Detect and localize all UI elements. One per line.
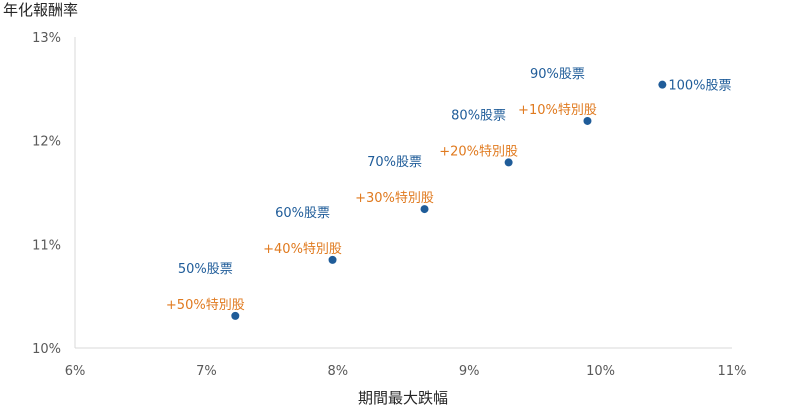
x-axis-title: 期間最大跌幅 [358,389,448,407]
y-tick-label: 12% [32,135,61,150]
data-points: 50%股票 +50%特別股 60%股票 +40%特別股 70%股票 +30%特別股 80%股… [166,67,732,320]
data-point [328,255,337,264]
stock-allocation-label: 50%股票 [178,262,233,277]
y-tick-label: 10% [32,342,61,357]
y-axis-title: 年化報酬率 [3,1,78,19]
stock-allocation-label: 80%股票 [451,108,506,123]
x-tick-labels: 6% 7% 8% 9% 10% 11% [65,364,747,379]
x-tick-label: 9% [459,364,480,379]
data-point [504,158,513,167]
x-tick-label: 8% [327,364,348,379]
stock-allocation-label: 70%股票 [367,155,422,170]
x-tick-label: 6% [65,364,86,379]
preferred-stock-label: +20%特別股 [439,144,518,159]
x-tick-label: 10% [586,364,615,379]
y-tick-labels: 10% 11% 12% 13% [32,31,61,357]
data-point [583,116,592,125]
x-tick-label: 11% [718,364,747,379]
preferred-stock-label: +30%特別股 [355,191,434,206]
preferred-stock-label: +50%特別股 [166,298,245,313]
y-tick-label: 11% [32,238,61,253]
preferred-stock-label: +40%特別股 [263,242,342,257]
stock-allocation-label: 90%股票 [530,67,585,82]
data-point [658,80,667,89]
data-point [231,311,240,320]
preferred-stock-label: +10%特別股 [518,103,597,118]
y-tick-label: 13% [32,31,61,46]
stock-allocation-label: 60%股票 [275,206,330,221]
data-point [420,205,429,214]
stock-allocation-label: 100%股票 [668,79,731,94]
x-tick-label: 7% [196,364,217,379]
